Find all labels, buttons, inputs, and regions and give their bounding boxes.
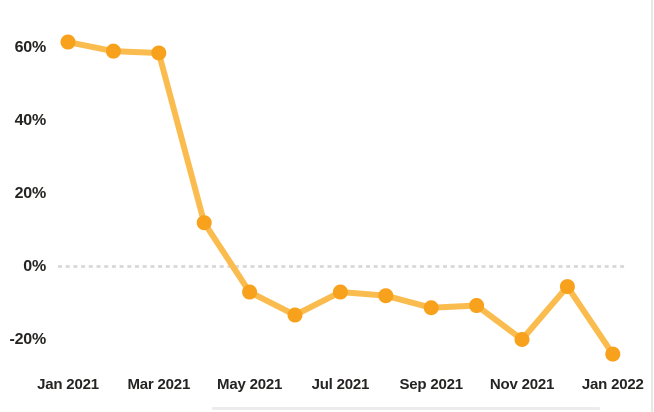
x-tick-label: Nov 2021 [489,376,555,393]
data-point[interactable] [332,284,348,300]
x-tick-label: Jan 2022 [581,376,644,393]
data-point[interactable] [378,288,394,304]
x-tick-label: Jul 2021 [311,376,370,393]
data-point[interactable] [60,34,76,50]
data-point[interactable] [151,45,167,61]
y-tick-label: 40% [14,111,47,129]
x-tick-label: Sep 2021 [399,376,463,393]
data-point[interactable] [423,300,439,316]
y-tick-label: 20% [14,184,47,202]
x-tick-label: Jan 2021 [37,376,99,393]
data-point[interactable] [287,307,303,323]
y-tick-label: 0% [23,257,46,275]
data-point[interactable] [469,298,485,314]
data-point[interactable] [105,43,121,59]
data-point[interactable] [242,284,258,300]
x-tick-label: May 2021 [217,376,283,393]
x-tick-label: Mar 2021 [127,376,191,393]
horizontal-scrollbar[interactable] [212,407,600,410]
right-edge-divider [651,0,653,412]
y-tick-label: -20% [9,330,46,348]
data-point[interactable] [559,279,575,295]
data-point[interactable] [196,215,212,231]
series-line [65,39,616,358]
data-point[interactable] [605,346,621,362]
y-tick-label: 60% [14,38,47,56]
data-point[interactable] [514,332,530,347]
